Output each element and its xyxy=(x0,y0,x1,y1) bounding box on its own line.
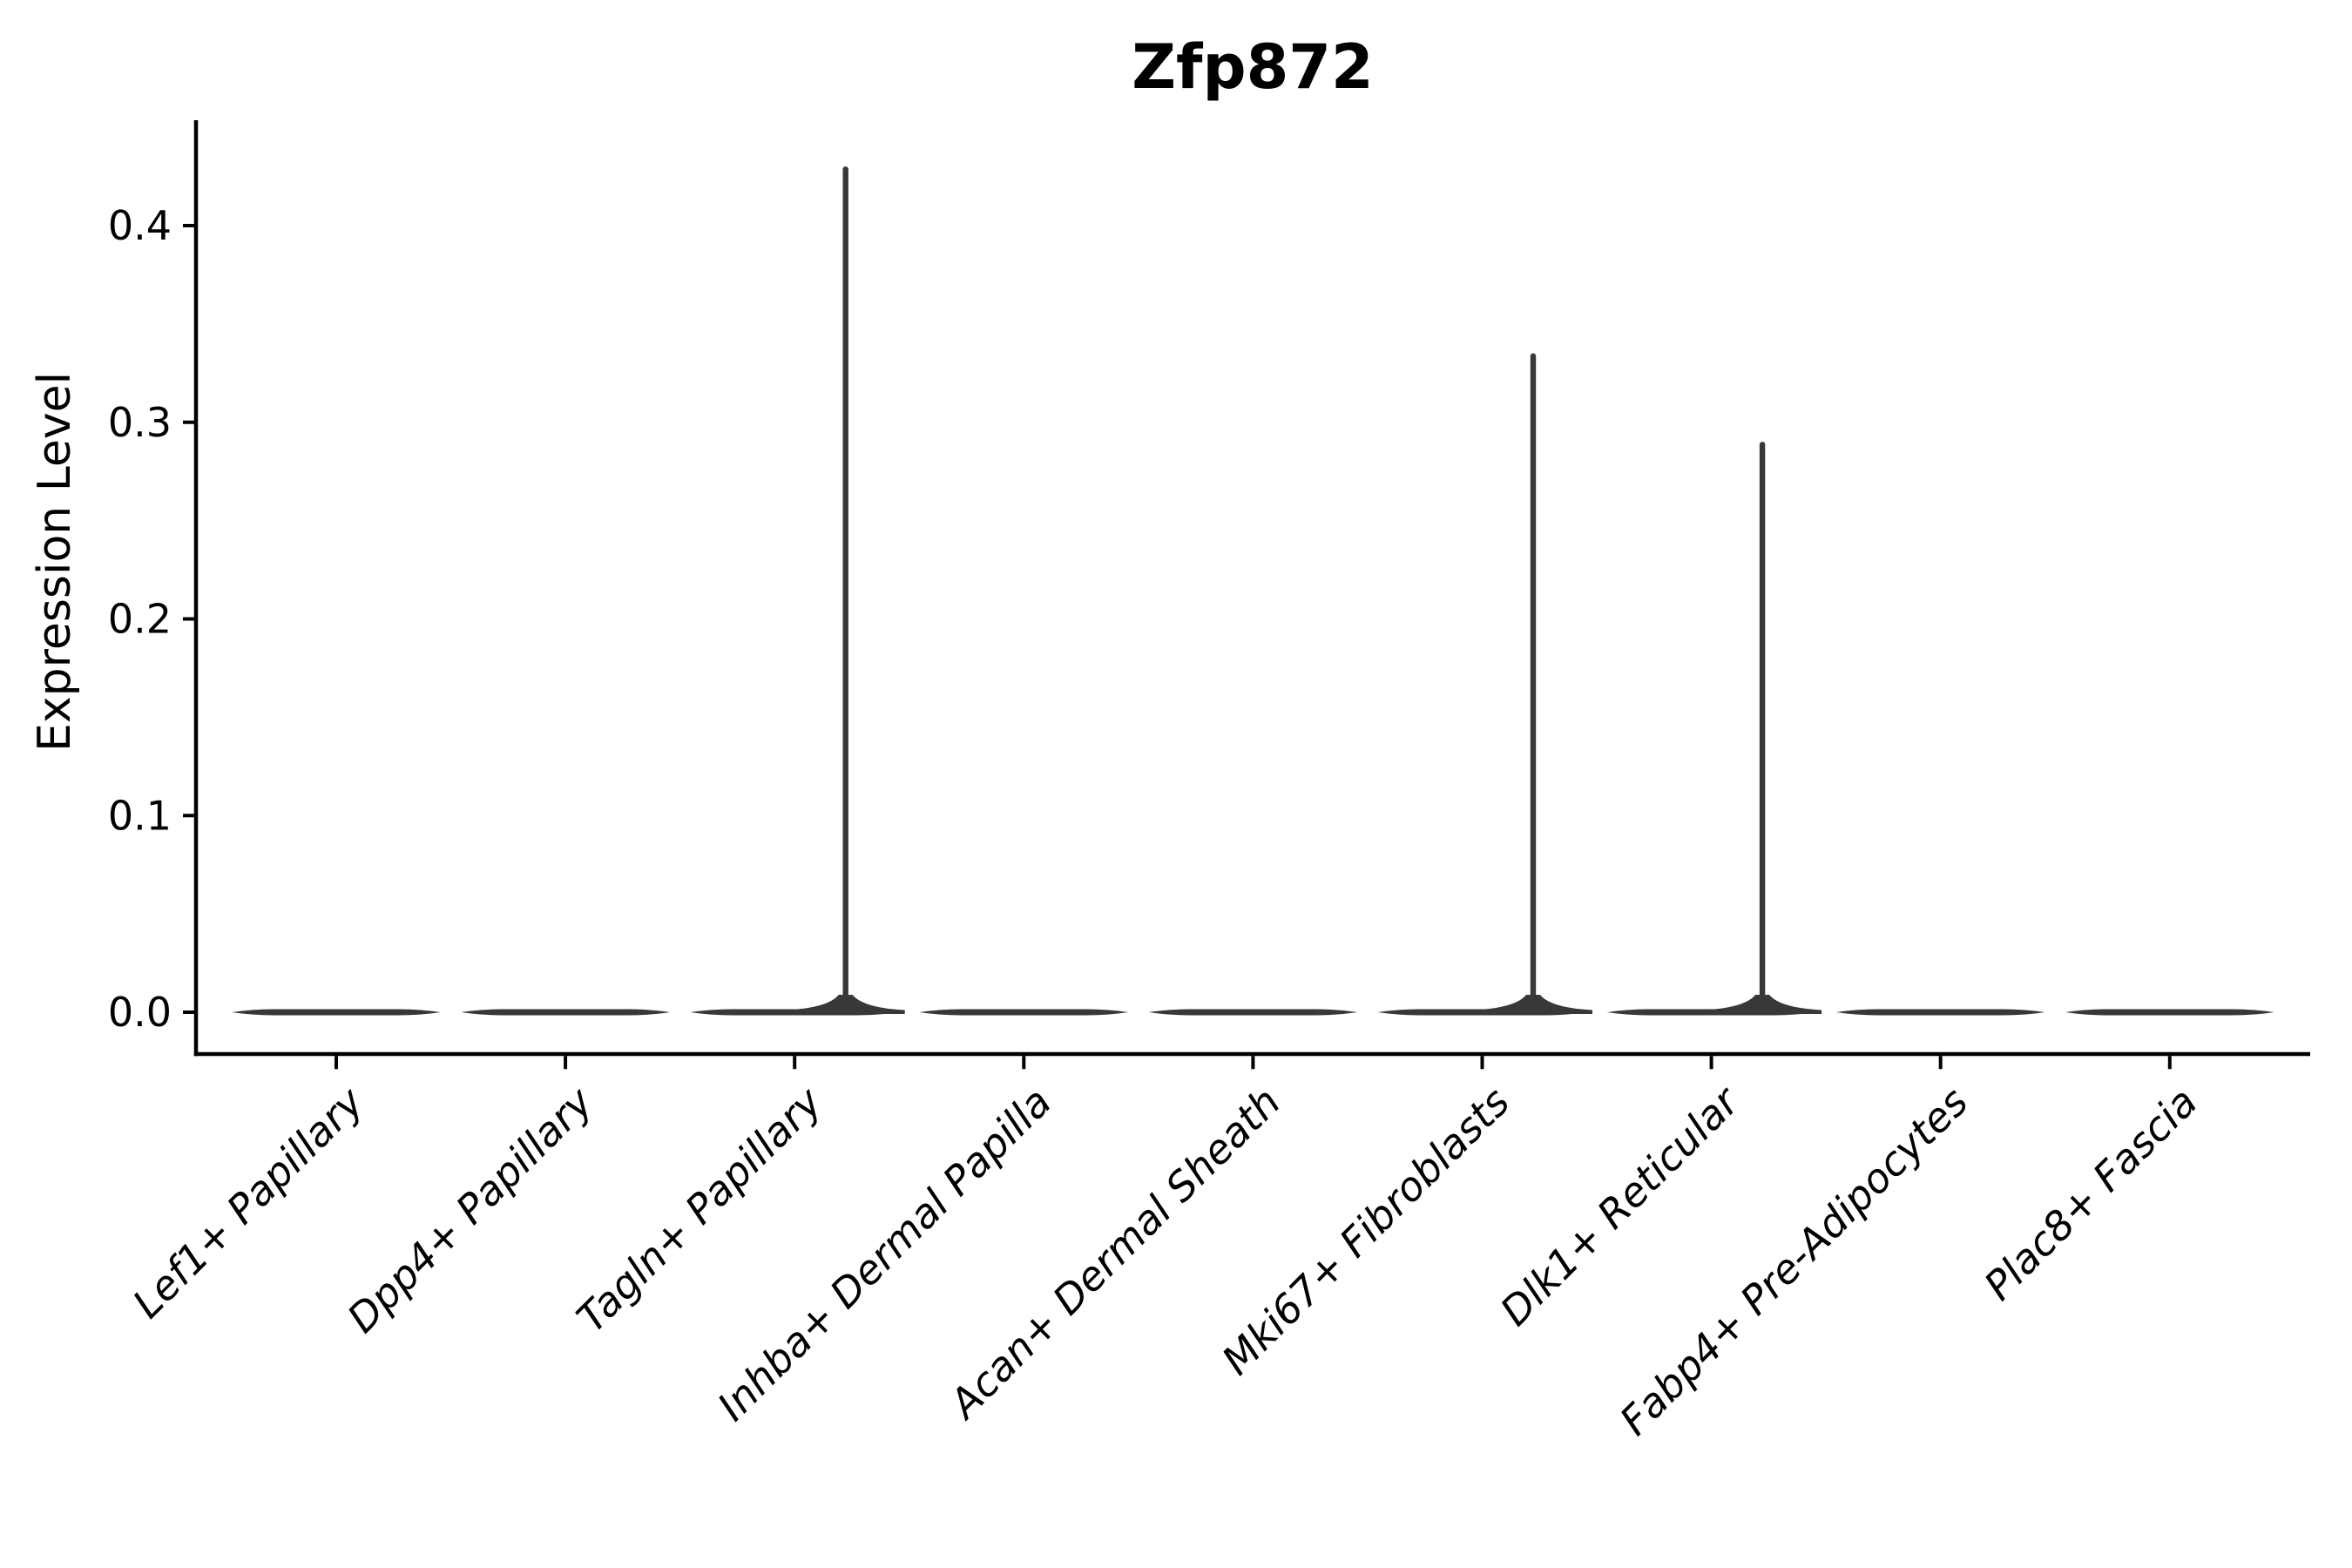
chart-title: Zfp872 xyxy=(1132,31,1373,103)
violin-body xyxy=(1835,1009,2045,1016)
x-tick-label: Lef1+ Papillary xyxy=(124,1078,373,1327)
violin-body xyxy=(1148,1009,1358,1016)
y-tick-label: 0.1 xyxy=(108,792,172,839)
x-tick-label: Tagln+ Papillary xyxy=(568,1078,832,1342)
violin-body xyxy=(2065,1009,2274,1016)
violin-body xyxy=(919,1009,1129,1016)
y-axis-label: Expression Level xyxy=(29,372,81,752)
x-tick-label: Dlk1+ Reticular xyxy=(1491,1076,1750,1335)
x-tick-label: Dpp4+ Papillary xyxy=(338,1078,602,1342)
violin-body xyxy=(232,1009,441,1016)
y-tick-label: 0.2 xyxy=(108,596,172,643)
y-tick-label: 0.3 xyxy=(108,399,172,446)
violin-body xyxy=(461,1009,671,1016)
x-tick-label: Plac8+ Fascia xyxy=(1975,1078,2206,1309)
y-tick-label: 0.0 xyxy=(108,989,172,1036)
y-tick-label: 0.4 xyxy=(108,202,172,249)
